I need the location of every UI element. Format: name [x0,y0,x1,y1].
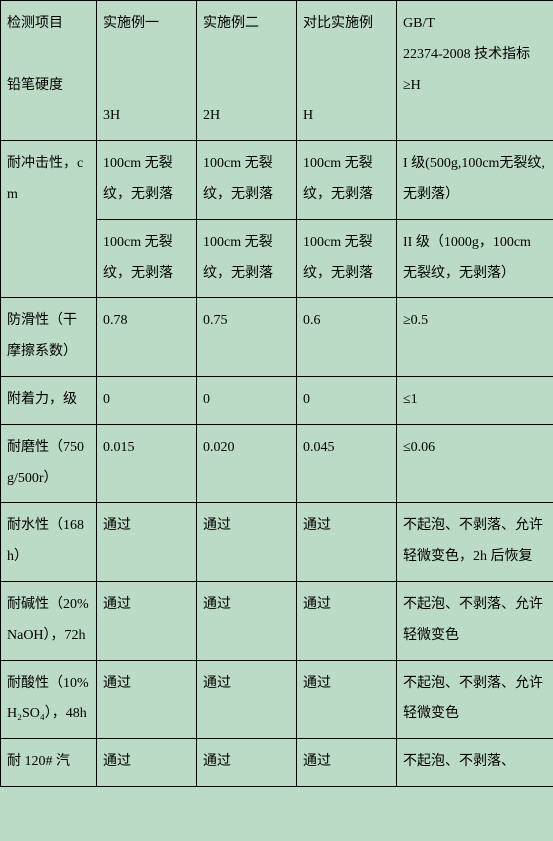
cell-text: 铅笔硬度 [7,71,90,102]
cell-text: 实施例二 [203,9,290,40]
cell: 防滑性（干摩擦系数） [1,298,97,377]
cell: 0.020 [197,424,297,503]
cell: II 级（1000g，100cm 无裂纹，无剥落） [397,219,553,298]
cell: 不起泡、不剥落、允许轻微变色 [397,581,553,660]
cell: 耐酸性（10%H₂SO₄），48h [1,660,97,739]
cell: 通过 [97,739,197,787]
cell: 通过 [297,660,397,739]
cell: 通过 [297,503,397,582]
cell: 100cm 无裂纹，无剥落 [197,141,297,220]
cell-text: 3H [103,101,190,132]
cell-text: 检测项目 [7,9,90,40]
header-c3: 实施例二 2H [197,1,297,141]
cell: 0.75 [197,298,297,377]
header-c4: 对比实施例 H [297,1,397,141]
cell: 附着力，级 [1,376,97,424]
cell: 100cm 无裂纹，无剥落 [97,219,197,298]
cell-text: 对比实施例 [303,9,390,40]
cell: 100cm 无裂纹，无剥落 [197,219,297,298]
table-row: 耐磨性（750g/500r）0.0150.0200.045≤0.06 [1,424,553,503]
cell: 0.78 [97,298,197,377]
header-c2: 实施例一 3H [97,1,197,141]
spec-table: 检测项目 铅笔硬度 实施例一 3H 实施例二 2H 对比实施例 H GB/T 2… [0,0,553,787]
cell: 通过 [197,739,297,787]
cell: 耐水性（168h） [1,503,97,582]
cell: 通过 [97,660,197,739]
cell: 通过 [197,581,297,660]
cell: ≤0.06 [397,424,553,503]
cell: 通过 [197,503,297,582]
table-row: 耐 120# 汽通过通过通过不起泡、不剥落、 [1,739,553,787]
table-row: 耐水性（168h）通过通过通过不起泡、不剥落、允许轻微变色，2h 后恢复 [1,503,553,582]
cell: 通过 [97,581,197,660]
cell: 100cm 无裂纹，无剥落 [97,141,197,220]
cell: 0 [97,376,197,424]
cell: 不起泡、不剥落、允许轻微变色 [397,660,553,739]
cell-text: H [303,101,390,132]
cell: 0.015 [97,424,197,503]
table-row: 耐酸性（10%H₂SO₄），48h通过通过通过不起泡、不剥落、允许轻微变色 [1,660,553,739]
cell-text: 实施例一 [103,9,190,40]
header-c1: 检测项目 铅笔硬度 [1,1,97,141]
impact-row-1: 耐冲击性，cm 100cm 无裂纹，无剥落 100cm 无裂纹，无剥落 100c… [1,141,553,220]
cell: 100cm 无裂纹，无剥落 [297,219,397,298]
cell: 0 [297,376,397,424]
cell: 通过 [297,581,397,660]
cell: 耐 120# 汽 [1,739,97,787]
cell: 通过 [197,660,297,739]
cell: 0.045 [297,424,397,503]
cell: 通过 [297,739,397,787]
cell-text: ≥H [403,71,547,102]
cell: 不起泡、不剥落、 [397,739,553,787]
impact-label: 耐冲击性，cm [1,141,97,298]
cell: 100cm 无裂纹，无剥落 [297,141,397,220]
cell: ≤1 [397,376,553,424]
header-c5: GB/T 22374-2008 技术指标 ≥H [397,1,553,141]
cell: 通过 [97,503,197,582]
cell: I 级(500g,100cm无裂纹,无剥落） [397,141,553,220]
header-row: 检测项目 铅笔硬度 实施例一 3H 实施例二 2H 对比实施例 H GB/T 2… [1,1,553,141]
cell-text: 2H [203,101,290,132]
table-row: 耐碱性（20%NaOH），72h通过通过通过不起泡、不剥落、允许轻微变色 [1,581,553,660]
table-row: 附着力，级000≤1 [1,376,553,424]
cell: 0 [197,376,297,424]
cell-text: 22374-2008 技术指标 [403,40,547,71]
cell: 0.6 [297,298,397,377]
cell-text: GB/T [403,9,547,40]
cell: ≥0.5 [397,298,553,377]
cell: 耐碱性（20%NaOH），72h [1,581,97,660]
cell: 不起泡、不剥落、允许轻微变色，2h 后恢复 [397,503,553,582]
table-row: 防滑性（干摩擦系数）0.780.750.6≥0.5 [1,298,553,377]
cell: 耐磨性（750g/500r） [1,424,97,503]
